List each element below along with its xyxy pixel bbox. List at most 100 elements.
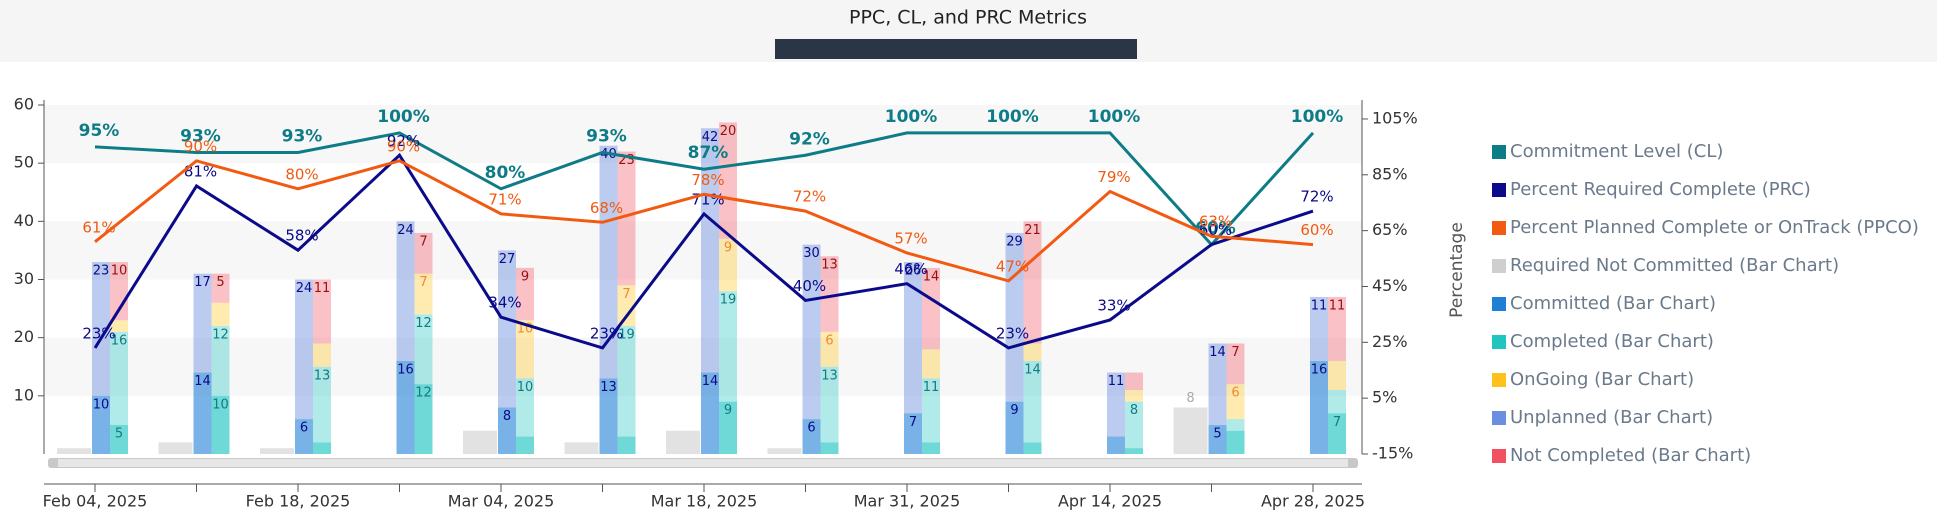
bar	[396, 360, 415, 454]
bar-value-label: 6	[825, 333, 833, 348]
bar	[599, 145, 618, 379]
line-value-label: 93%	[282, 126, 323, 146]
line-value-label: 23%	[996, 324, 1029, 342]
bar	[1023, 343, 1042, 361]
bar	[617, 151, 636, 286]
bar-value-label: 13	[821, 258, 838, 273]
line-value-label: 63%	[1199, 213, 1232, 231]
bar-value-label: 20	[720, 124, 737, 139]
bar-value-label: 24	[296, 281, 313, 296]
bar	[564, 442, 599, 454]
bar	[719, 238, 737, 292]
legend-swatch	[1492, 145, 1506, 159]
bar-value-label: 27	[499, 252, 516, 267]
x-tick-label: Feb 18, 2025	[246, 492, 351, 511]
bar-value-label: 8	[503, 409, 511, 424]
legend-swatch	[1492, 183, 1506, 197]
line-value-label: 71%	[691, 190, 724, 208]
bar	[701, 372, 719, 454]
bar	[719, 401, 737, 454]
bar	[414, 314, 433, 385]
bar	[193, 273, 212, 373]
bar	[802, 419, 821, 454]
bar-value-label: 29	[1006, 234, 1023, 249]
bar	[158, 442, 193, 454]
bar-value-label: 13	[314, 368, 331, 383]
legend-swatch	[1492, 335, 1506, 349]
line-value-label: 100%	[885, 107, 938, 127]
bar-value-label: 10	[212, 397, 229, 412]
line-value-label: 92%	[789, 129, 830, 149]
grid-band	[44, 221, 1362, 280]
bar	[1173, 407, 1208, 454]
bar	[820, 331, 839, 367]
bar-value-label: 5	[115, 426, 123, 441]
legend-label: Percent Planned Complete or OnTrack (PPC…	[1510, 217, 1919, 238]
bar-value-label: 9	[724, 403, 732, 418]
line-value-label: 72%	[793, 188, 826, 206]
bar-value-label: 7	[1231, 345, 1239, 360]
bar-value-label: 8	[1186, 391, 1194, 406]
bar	[516, 436, 534, 454]
line-value-label: 61%	[82, 218, 115, 236]
bar	[701, 128, 719, 373]
bar-value-label: 11	[1311, 298, 1328, 313]
line-value-label: 80%	[485, 163, 526, 183]
bar	[1023, 360, 1042, 443]
bar	[1226, 419, 1245, 431]
legend-label: Unplanned (Bar Chart)	[1510, 407, 1713, 428]
bar	[414, 384, 433, 454]
y2-tick-label: 105%	[1372, 108, 1418, 127]
bar	[193, 372, 212, 454]
line-value-label: 57%	[894, 229, 927, 247]
bar	[295, 279, 313, 420]
bar	[260, 448, 294, 454]
bar	[516, 320, 534, 379]
bar-value-label: 5	[1213, 426, 1221, 441]
y-tick-label: 10	[14, 385, 34, 404]
bar	[396, 221, 415, 361]
bar	[211, 395, 230, 454]
bar	[1328, 360, 1346, 391]
y2-tick-label: 85%	[1372, 164, 1408, 183]
scroll-thumb[interactable]	[58, 459, 1348, 467]
line-value-label: 79%	[1097, 168, 1130, 186]
bar-value-label: 21	[1024, 223, 1041, 238]
bar-value-label: 7	[419, 234, 427, 249]
x-tick-label: Mar 31, 2025	[854, 492, 961, 511]
bar	[1226, 384, 1245, 420]
bar-value-label: 13	[821, 368, 838, 383]
bar	[1328, 413, 1346, 454]
bar	[719, 291, 737, 402]
bar-value-label: 13	[600, 380, 617, 395]
legend-swatch	[1492, 373, 1506, 387]
bar	[110, 331, 128, 425]
bar	[1125, 401, 1143, 449]
bar-value-label: 8	[1130, 403, 1138, 418]
bar	[617, 285, 636, 327]
legend-label: Required Not Committed (Bar Chart)	[1510, 255, 1839, 276]
x-tick-label: Apr 14, 2025	[1058, 492, 1162, 511]
y2-axis-title: Percentage	[1447, 222, 1467, 318]
bar-value-label: 7	[1333, 415, 1341, 430]
y-tick-label: 20	[14, 327, 34, 346]
bar-value-label: 6	[807, 421, 815, 436]
bar-value-label: 16	[1311, 362, 1328, 377]
line-value-label: 40%	[793, 277, 826, 295]
bar	[1005, 401, 1024, 454]
bar-value-label: 11	[1108, 374, 1125, 389]
bar	[1208, 343, 1227, 425]
line-value-label: 71%	[488, 190, 521, 208]
line-value-label: 95%	[79, 121, 120, 141]
bar	[1023, 442, 1042, 454]
bar	[57, 448, 91, 454]
bar-value-label: 14	[1209, 345, 1226, 360]
bar-value-label: 14	[1024, 362, 1041, 377]
line-value-label: 87%	[688, 143, 729, 163]
y2-tick-label: 25%	[1372, 332, 1408, 351]
bar-value-label: 30	[803, 246, 820, 261]
bar	[599, 378, 618, 454]
bar	[110, 424, 128, 454]
bar-value-label: 16	[397, 362, 414, 377]
